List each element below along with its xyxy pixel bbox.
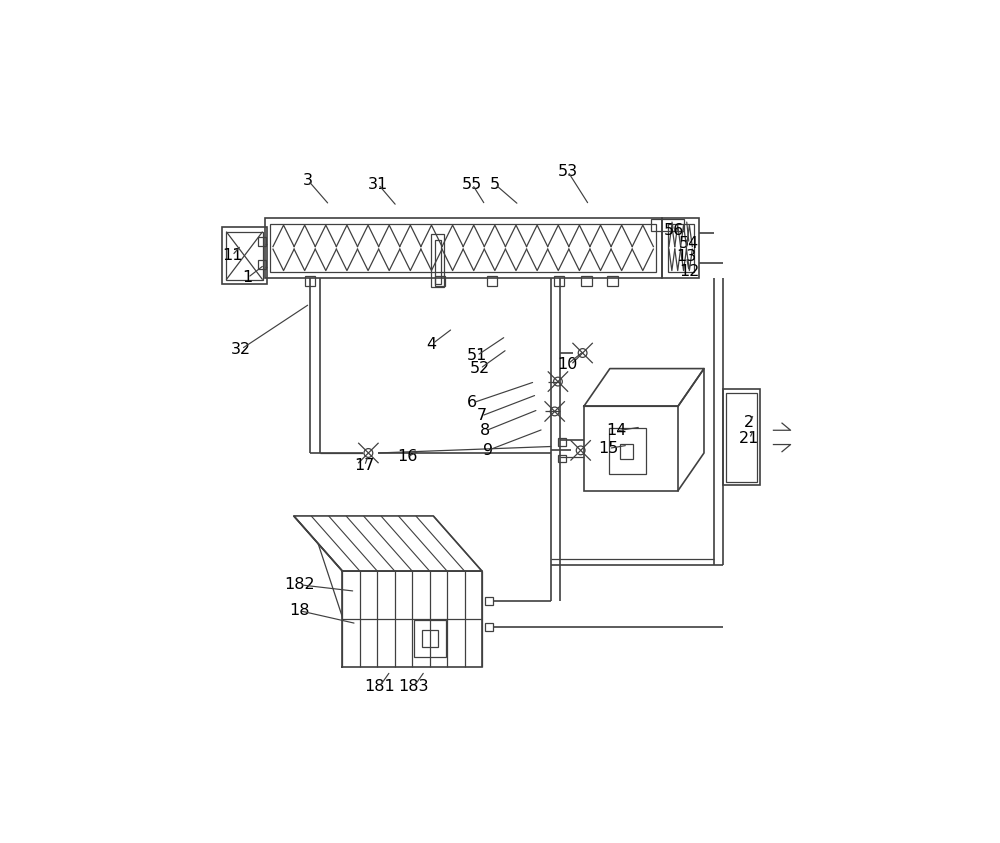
Bar [258,237,266,246]
Text: 51: 51 [467,348,487,363]
Bar [581,277,592,286]
Bar [222,227,267,284]
Bar [226,232,263,280]
Text: 6: 6 [467,395,477,411]
Text: 12: 12 [679,264,699,279]
Text: 21: 21 [739,432,760,446]
Bar [558,454,566,463]
Bar [607,277,618,286]
Text: 3: 3 [303,173,313,188]
Text: 4: 4 [426,337,436,352]
Text: 17: 17 [354,459,375,474]
Bar [620,444,633,459]
Bar [485,623,493,631]
Text: 8: 8 [480,423,490,438]
Text: 31: 31 [368,177,388,191]
Bar [435,277,445,286]
Bar [265,218,662,277]
Text: 1: 1 [243,271,253,285]
Text: 16: 16 [397,449,418,464]
Text: 181: 181 [364,679,395,694]
Text: 2: 2 [744,415,754,430]
Text: 10: 10 [557,357,578,372]
Bar [609,427,646,475]
Bar [487,277,497,286]
Bar [554,277,564,286]
Bar [558,438,566,446]
Bar [435,240,441,284]
Bar [431,234,444,287]
Bar [270,224,656,272]
Bar [651,219,684,231]
Text: 15: 15 [598,441,619,456]
Text: 32: 32 [231,341,251,357]
Text: 11: 11 [222,248,242,263]
Text: 52: 52 [470,361,490,376]
Text: 53: 53 [558,164,578,179]
Bar [723,389,760,486]
Text: 7: 7 [476,409,486,423]
Bar [726,393,757,482]
Text: 55: 55 [462,177,482,191]
Text: 14: 14 [606,423,627,438]
Text: 56: 56 [663,223,684,239]
Text: 9: 9 [483,443,493,458]
Text: 13: 13 [676,250,697,265]
Bar [422,631,438,647]
Text: 183: 183 [399,679,429,694]
Bar [414,620,446,658]
Text: 54: 54 [679,237,699,251]
Text: 5: 5 [490,177,500,191]
Bar [485,597,493,604]
Text: 18: 18 [289,604,310,618]
Bar [584,406,678,491]
Bar [668,224,694,272]
Bar [258,260,266,269]
Bar [305,277,315,286]
Text: 182: 182 [284,577,315,593]
Bar [662,218,699,277]
